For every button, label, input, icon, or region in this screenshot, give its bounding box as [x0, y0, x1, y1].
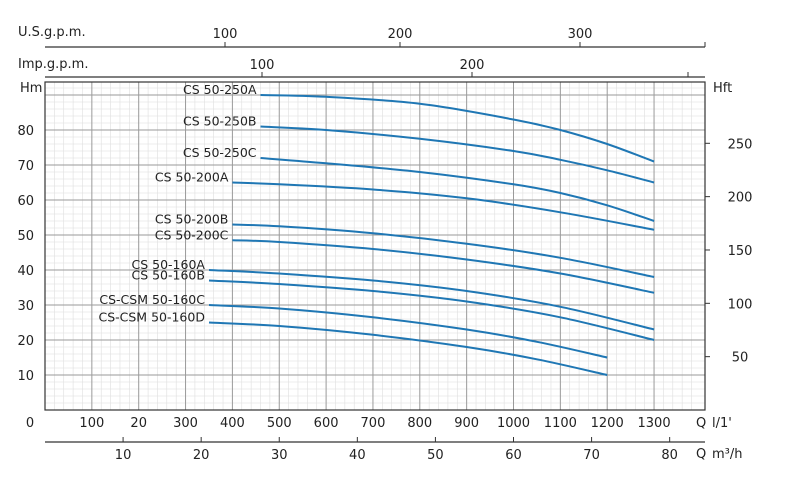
bottom-m3h-prefix: Q	[696, 447, 706, 462]
left-tick-label: 30	[17, 299, 34, 314]
bottom-m3h-tick-label: 20	[193, 448, 210, 463]
series-label: CS 50-200B	[155, 212, 229, 227]
series-label: CS 50-200A	[155, 170, 229, 185]
right-tick-label: 100	[728, 297, 753, 312]
left-tick-label: 40	[17, 264, 34, 279]
curve-cs-50-200c	[232, 239, 655, 294]
right-axis-label: Hft	[713, 81, 732, 96]
bottom-lmin-tick-label: 1300	[638, 416, 671, 431]
grid	[45, 82, 705, 410]
left-tick-label: 10	[17, 369, 34, 384]
series-label: CS 50-250A	[183, 82, 257, 97]
curve-cs-50-250c	[260, 157, 655, 222]
left-tick-label: 20	[17, 334, 34, 349]
bottom-m3h-tick-label: 60	[505, 448, 522, 463]
bottom-lmin-tick-label: 1200	[591, 416, 624, 431]
left-axis-label: Hm	[20, 81, 42, 96]
plot-frame	[44, 81, 706, 411]
bottom-m3h-tick-label: 40	[349, 448, 366, 463]
top-imp-tick-label: 100	[250, 58, 275, 73]
series-label: CS-CSM 50-160D	[98, 310, 205, 325]
series-label: CS 50-200C	[155, 227, 229, 242]
bottom-lmin-prefix: Q	[696, 416, 706, 431]
right-tick-label: 250	[728, 137, 753, 152]
bottom-m3h-tick-label: 10	[115, 448, 132, 463]
bottom-lmin-tick-label: 1000	[497, 416, 530, 431]
bottom-lmin-tick-label: 500	[267, 416, 292, 431]
bottom-m3h-tick-label: 30	[271, 448, 288, 463]
series-label: CS 50-250C	[183, 145, 257, 160]
right-tick-label: 150	[728, 244, 753, 259]
top-us-tick-label: 200	[388, 27, 413, 42]
left-tick-label: 80	[17, 124, 34, 139]
bottom-lmin-tick-label: 800	[407, 416, 432, 431]
series-labels: CS 50-250A CS 50-250B CS 50-250C CS 50-200A…	[98, 82, 256, 325]
bottom-m3h-tick-label: 50	[427, 448, 444, 463]
bottom-lmin-tick-label: 0	[26, 416, 34, 431]
curve-cs-50-200b	[232, 223, 655, 278]
curve-cs-csm-50-160d	[208, 321, 608, 376]
curve-cs-50-250b	[260, 125, 655, 184]
right-tick-label: 200	[728, 191, 753, 206]
series-label: CS 50-250B	[183, 114, 257, 129]
bottom-lmin-unit: l/1'	[712, 416, 732, 431]
bottom-lmin-tick-label: 600	[314, 416, 339, 431]
curve-cs-50-200a	[232, 181, 655, 231]
bottom-m3h-unit: m³/h	[712, 447, 743, 462]
top-us-tick-label: 300	[568, 27, 593, 42]
bottom-m3h-tick-label: 70	[583, 448, 600, 463]
series-label: CS 50-160A	[132, 257, 206, 272]
curve-cs-50-160a	[208, 269, 655, 331]
left-tick-label: 50	[17, 229, 34, 244]
curve-cs-50-160b	[208, 279, 655, 341]
bottom-m3h-tick-label: 80	[661, 448, 678, 463]
series-label: CS 50-160B	[131, 268, 205, 283]
top-imp-tick-label: 200	[460, 58, 485, 73]
plot-border	[44, 81, 706, 411]
bottom-lmin-tick-label: 1100	[544, 416, 577, 431]
curve-cs-50-250a	[260, 94, 655, 163]
series-label: CS-CSM 50-160C	[99, 292, 205, 307]
left-tick-label: 60	[17, 194, 34, 209]
bottom-lmin-tick-label: 700	[361, 416, 386, 431]
curve-cs-csm-50-160c	[208, 304, 608, 359]
right-tick-label: 50	[732, 351, 749, 366]
curves	[208, 94, 655, 376]
bottom-lmin-tick-label: 900	[454, 416, 479, 431]
bottom-lmin-tick-label: 100	[79, 416, 104, 431]
bottom-lmin-tick-label: 400	[220, 416, 245, 431]
left-tick-label: 70	[17, 159, 34, 174]
top-us-tick-label: 100	[213, 27, 238, 42]
top-imp-axis-label: Imp.g.p.m.	[18, 57, 88, 72]
top-us-axis-label: U.S.g.p.m.	[18, 25, 86, 40]
bottom-lmin-tick-label: 300	[173, 416, 198, 431]
bottom-lmin-tick-label: 20	[130, 416, 147, 431]
